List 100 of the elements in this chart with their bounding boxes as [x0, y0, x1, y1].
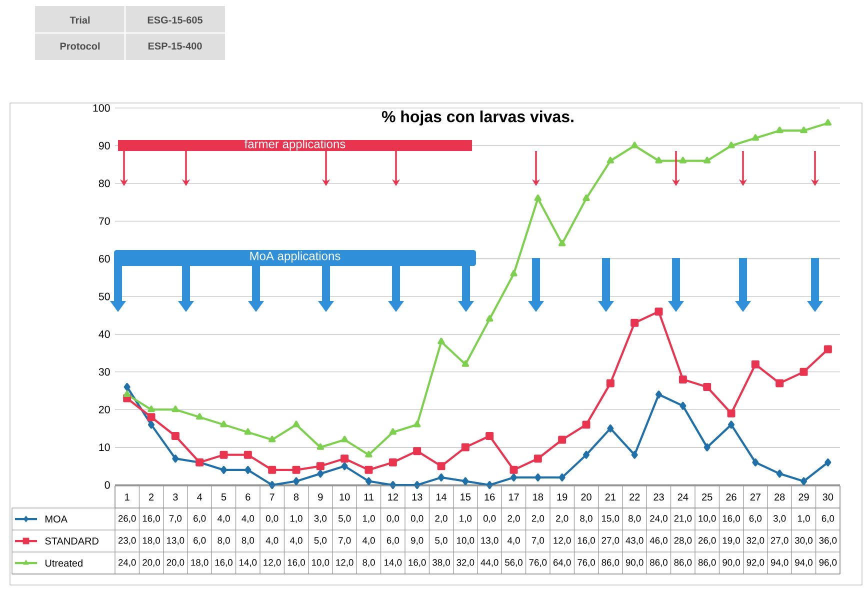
- point: [220, 466, 228, 474]
- x-tick-label: 26: [726, 493, 736, 501]
- point: [461, 443, 470, 452]
- data-label: 19,0: [722, 537, 740, 545]
- point: [341, 462, 348, 470]
- data-label: 12,0: [264, 559, 281, 567]
- data-label: 96,0: [819, 559, 837, 567]
- point: [679, 156, 687, 164]
- y-tick-label: 60: [98, 255, 110, 263]
- data-label: 94,0: [770, 559, 788, 567]
- data-label: 0,0: [410, 515, 424, 523]
- point: [776, 126, 784, 134]
- point: [582, 420, 590, 429]
- data-label: 56,0: [505, 559, 522, 567]
- annotation: MoA applications: [250, 251, 340, 263]
- data-label: 21,0: [674, 515, 692, 523]
- data-label: 10,0: [698, 515, 716, 523]
- data-label: 2,0: [532, 515, 544, 523]
- x-tick-label: 8: [294, 493, 299, 501]
- point: [751, 360, 760, 368]
- point: [752, 134, 760, 141]
- data-label: 8,0: [580, 515, 592, 523]
- data-label: 16,0: [722, 515, 740, 523]
- point: [172, 406, 180, 412]
- x-tick-label: 12: [388, 494, 398, 500]
- x-tick-label: 3: [173, 493, 178, 501]
- x-tick-label: 18: [533, 493, 544, 501]
- x-tick-label: 10: [340, 493, 350, 501]
- data-label: 4,0: [290, 537, 302, 545]
- data-label: 15,0: [602, 515, 620, 523]
- data-label: 6,0: [749, 515, 762, 523]
- point: [630, 142, 638, 148]
- point: [728, 420, 735, 429]
- point: [606, 156, 614, 164]
- point: [462, 360, 470, 367]
- point: [148, 406, 155, 412]
- point: [558, 473, 566, 482]
- data-label: 8,0: [628, 515, 641, 523]
- point: [268, 466, 276, 474]
- data-label: 1,0: [290, 515, 302, 523]
- point: [510, 270, 518, 276]
- x-tick-label: 29: [798, 493, 809, 501]
- data-label: 90,0: [722, 559, 740, 567]
- point: [486, 432, 494, 440]
- point: [244, 466, 252, 474]
- point: [534, 454, 542, 463]
- point: [147, 413, 156, 422]
- point: [340, 436, 348, 442]
- x-tick-label: 21: [605, 494, 616, 500]
- data-label: 10,0: [457, 537, 474, 545]
- point: [678, 375, 687, 384]
- data-label: 4,0: [362, 537, 375, 545]
- x-tick-label: 20: [581, 493, 592, 501]
- point: [654, 308, 663, 316]
- x-tick-label: 5: [221, 494, 226, 500]
- point: [631, 450, 638, 459]
- data-label: 13,0: [167, 537, 184, 545]
- point: [486, 315, 494, 322]
- text: Protocol: [60, 42, 100, 50]
- data-label: 44,0: [480, 559, 498, 567]
- text: ESP-15-400: [148, 42, 202, 50]
- data-label: 20,0: [166, 559, 184, 567]
- data-label: 2,0: [435, 515, 448, 523]
- data-label: 16,0: [578, 537, 595, 545]
- point: [316, 443, 324, 450]
- data-label: 10,0: [312, 559, 330, 567]
- data-label: 86,0: [698, 559, 716, 567]
- y-tick-label: 20: [98, 406, 110, 414]
- x-tick-label: 19: [557, 493, 568, 501]
- data-label: 16,0: [288, 559, 305, 567]
- x-tick-label: 22: [630, 494, 640, 500]
- data-label: 86,0: [650, 559, 668, 567]
- point: [534, 194, 542, 202]
- x-tick-label: 11: [364, 494, 374, 500]
- data-label: 13,0: [481, 537, 498, 545]
- point: [800, 477, 808, 486]
- data-label: 32,0: [746, 537, 764, 545]
- point: [703, 156, 711, 164]
- point: [244, 450, 252, 459]
- data-label: 86,0: [602, 559, 620, 567]
- data-label: 24,0: [650, 515, 668, 523]
- point: [824, 458, 832, 466]
- data-label: 4,0: [242, 515, 254, 523]
- point: [220, 420, 228, 428]
- x-tick-label: 14: [436, 494, 447, 500]
- point: [365, 450, 372, 458]
- point: [389, 428, 397, 435]
- x-tick-label: 13: [412, 493, 422, 501]
- point: [124, 382, 130, 391]
- data-label: 27,0: [770, 537, 788, 545]
- point: [462, 477, 469, 486]
- data-label: 16,0: [408, 559, 426, 567]
- point: [171, 432, 180, 440]
- x-tick-label: 25: [702, 493, 712, 501]
- point: [630, 318, 639, 327]
- data-label: 90,0: [626, 559, 644, 567]
- data-label: 6,0: [822, 515, 834, 523]
- point: [510, 473, 518, 482]
- data-label: 20,0: [142, 559, 160, 567]
- data-label: 7,0: [338, 537, 351, 545]
